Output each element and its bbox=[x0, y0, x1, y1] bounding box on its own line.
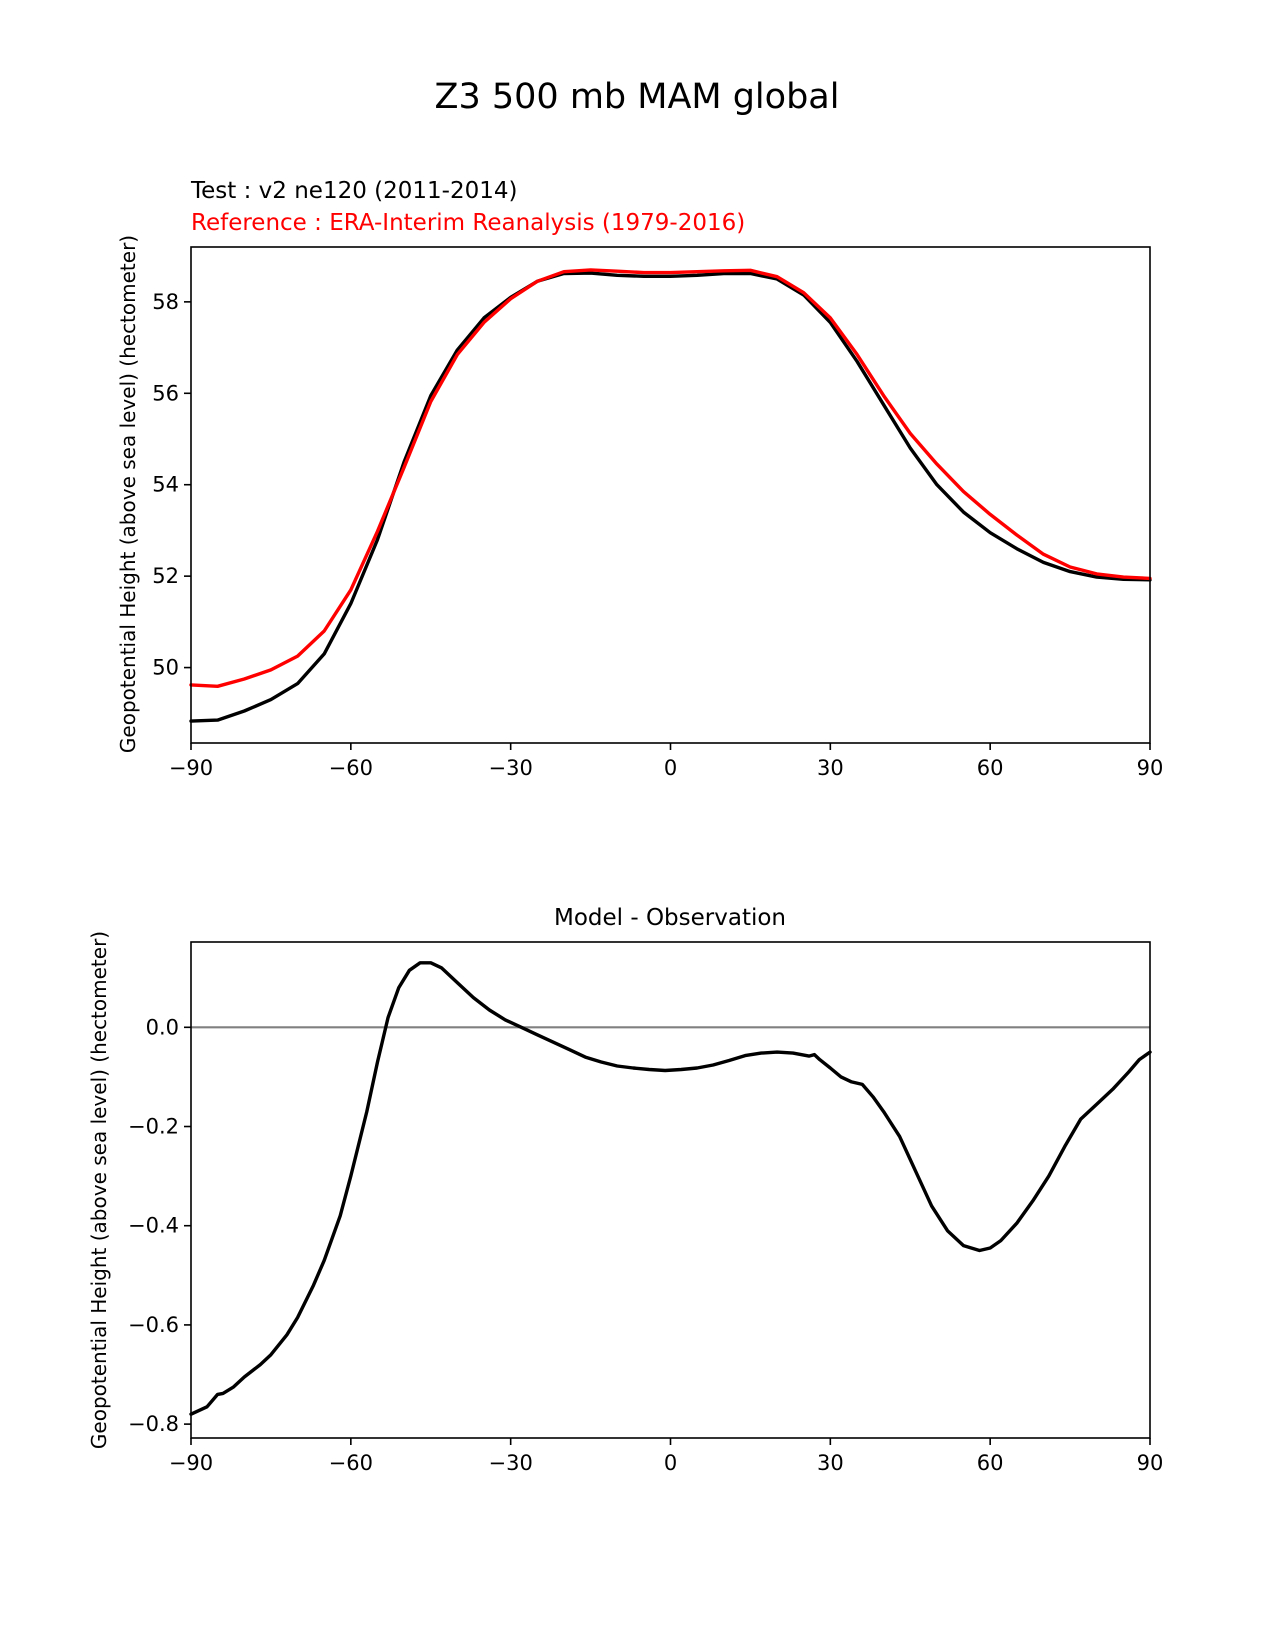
x-tick-label: 0 bbox=[664, 1451, 677, 1475]
axes-frame bbox=[190, 941, 1151, 1439]
x-tick-label: 30 bbox=[817, 1451, 844, 1475]
y-tick-label: 50 bbox=[152, 656, 179, 680]
reference-label: Reference : ERA-Interim Reanalysis (1979… bbox=[191, 210, 745, 236]
y-tick-label: −0.8 bbox=[128, 1412, 179, 1436]
y-tick-label: 52 bbox=[152, 564, 179, 588]
figure-title: Z3 500 mb MAM global bbox=[435, 77, 840, 117]
y-tick-label: −0.2 bbox=[128, 1115, 179, 1139]
bottom-panel: Model - Observation Geopotential Height … bbox=[87, 905, 1163, 1475]
series-line-test bbox=[189, 271, 1152, 723]
x-tick-label: 60 bbox=[977, 756, 1004, 780]
top-ylabel: Geopotential Height (above sea level) (h… bbox=[116, 235, 140, 753]
x-tick-label: −90 bbox=[169, 1451, 213, 1475]
x-tick-label: −30 bbox=[489, 1451, 533, 1475]
bottom-ylabel: Geopotential Height (above sea level) (h… bbox=[87, 931, 111, 1449]
x-tick-label: 30 bbox=[817, 756, 844, 780]
bottom-title: Model - Observation bbox=[554, 905, 786, 931]
axes-frame bbox=[190, 246, 1151, 744]
top-panel: Test : v2 ne120 (2011-2014) Reference : … bbox=[116, 178, 1163, 780]
y-tick-label: 54 bbox=[152, 473, 179, 497]
x-tick-label: −90 bbox=[169, 756, 213, 780]
y-tick-label: 0.0 bbox=[146, 1015, 179, 1039]
x-tick-label: −60 bbox=[329, 756, 373, 780]
x-tick-label: −60 bbox=[329, 1451, 373, 1475]
test-label: Test : v2 ne120 (2011-2014) bbox=[190, 178, 517, 204]
x-tick-label: 90 bbox=[1137, 1451, 1164, 1475]
x-tick-label: 60 bbox=[977, 1451, 1004, 1475]
y-tick-label: 58 bbox=[152, 290, 179, 314]
x-tick-label: −30 bbox=[489, 756, 533, 780]
x-tick-label: 90 bbox=[1137, 756, 1164, 780]
x-tick-label: 0 bbox=[664, 756, 677, 780]
series-line-difference bbox=[189, 961, 1152, 1416]
y-tick-label: −0.6 bbox=[128, 1313, 179, 1337]
series-line-reference bbox=[189, 268, 1152, 688]
y-tick-label: −0.4 bbox=[128, 1214, 179, 1238]
y-tick-label: 56 bbox=[152, 381, 179, 405]
